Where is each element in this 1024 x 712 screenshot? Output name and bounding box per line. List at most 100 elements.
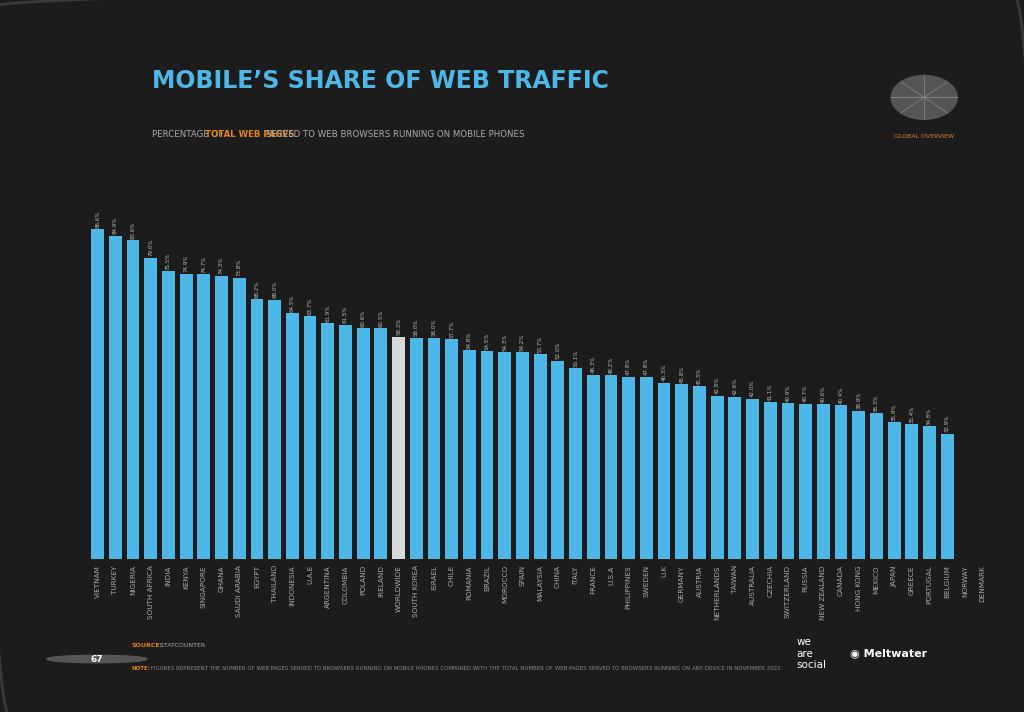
Text: NOTE:: NOTE:	[131, 666, 151, 671]
Bar	[286, 313, 299, 559]
Text: 57.7%: 57.7%	[450, 320, 455, 337]
Text: 58.0%: 58.0%	[414, 319, 419, 337]
Text: 67: 67	[90, 654, 103, 664]
Bar	[817, 404, 829, 559]
Bar	[392, 337, 404, 559]
Text: 73.8%: 73.8%	[237, 259, 242, 276]
Bar	[232, 278, 246, 559]
Bar	[304, 316, 316, 559]
Text: 58.0%: 58.0%	[431, 319, 436, 337]
Text: we
are
social: we are social	[797, 637, 826, 670]
Bar	[463, 350, 476, 559]
Bar	[127, 241, 139, 559]
Text: 75.5%: 75.5%	[166, 253, 171, 270]
Text: 68.2%: 68.2%	[254, 281, 259, 298]
Bar	[711, 396, 724, 559]
Text: 52.0%: 52.0%	[555, 342, 560, 360]
Text: 38.3%: 38.3%	[873, 394, 879, 412]
Bar	[587, 375, 600, 559]
Text: 34.8%: 34.8%	[927, 407, 932, 425]
Text: PERCENTAGE OF: PERCENTAGE OF	[152, 130, 225, 139]
Bar	[870, 413, 883, 559]
Text: 46.3%: 46.3%	[662, 364, 667, 381]
Text: 35.9%: 35.9%	[892, 403, 897, 421]
Text: 60.6%: 60.6%	[360, 309, 366, 327]
Bar	[144, 258, 157, 559]
Bar	[251, 299, 263, 559]
Text: 74.9%: 74.9%	[183, 255, 188, 272]
Bar	[623, 377, 635, 559]
Text: 42.0%: 42.0%	[750, 380, 755, 397]
Bar	[569, 368, 582, 559]
Bar	[445, 339, 458, 559]
Text: 83.6%: 83.6%	[131, 221, 135, 239]
Bar	[888, 422, 900, 559]
Bar	[905, 424, 919, 559]
Text: 54.5%: 54.5%	[484, 333, 489, 350]
Text: 61.9%: 61.9%	[326, 304, 331, 322]
Text: 47.8%: 47.8%	[644, 358, 649, 375]
Text: 40.6%: 40.6%	[821, 385, 826, 403]
Bar	[676, 384, 688, 559]
Bar	[215, 276, 228, 559]
Text: 61.5%: 61.5%	[343, 305, 348, 323]
Text: 54.3%: 54.3%	[502, 333, 507, 350]
Text: 32.9%: 32.9%	[945, 414, 949, 432]
Text: 63.7%: 63.7%	[307, 298, 312, 315]
Bar	[410, 338, 423, 559]
Text: 64.5%: 64.5%	[290, 294, 295, 312]
Bar	[91, 229, 104, 559]
Text: 53.7%: 53.7%	[538, 335, 543, 353]
Text: 45.3%: 45.3%	[697, 367, 702, 385]
Bar	[800, 404, 812, 559]
Bar	[428, 338, 440, 559]
Text: 42.8%: 42.8%	[715, 377, 720, 394]
Bar	[534, 355, 547, 559]
Text: 48.2%: 48.2%	[608, 357, 613, 374]
Text: 42.6%: 42.6%	[732, 378, 737, 395]
Bar	[356, 328, 370, 559]
Text: 54.2%: 54.2%	[520, 333, 525, 351]
Bar	[852, 411, 865, 559]
Bar	[268, 300, 281, 559]
Bar	[552, 361, 564, 559]
Bar	[746, 399, 759, 559]
Bar	[198, 274, 210, 559]
Text: 86.6%: 86.6%	[95, 210, 100, 228]
Bar	[604, 375, 617, 559]
Bar	[499, 352, 511, 559]
Bar	[516, 352, 528, 559]
Bar	[941, 434, 953, 559]
Text: MOBILE’S SHARE OF WEB TRAFFIC: MOBILE’S SHARE OF WEB TRAFFIC	[152, 69, 608, 93]
Text: STATCOUNTER: STATCOUNTER	[159, 643, 206, 648]
Text: GLOBAL OVERVIEW: GLOBAL OVERVIEW	[894, 134, 954, 139]
Bar	[835, 405, 848, 559]
Text: 60.5%: 60.5%	[378, 310, 383, 327]
Text: ◉ Meltwater: ◉ Meltwater	[850, 649, 927, 659]
Text: SERVED TO WEB BROWSERS RUNNING ON MOBILE PHONES: SERVED TO WEB BROWSERS RUNNING ON MOBILE…	[263, 130, 524, 139]
Text: 40.9%: 40.9%	[785, 384, 791, 402]
Text: 79.0%: 79.0%	[148, 239, 154, 256]
Bar	[322, 323, 334, 559]
Bar	[781, 403, 795, 559]
Bar	[162, 271, 175, 559]
Text: 45.8%: 45.8%	[679, 365, 684, 383]
Bar	[924, 426, 936, 559]
Bar	[657, 382, 671, 559]
Circle shape	[891, 75, 957, 120]
Bar	[693, 387, 706, 559]
Text: 35.4%: 35.4%	[909, 405, 914, 422]
Text: 74.7%: 74.7%	[202, 256, 207, 273]
Text: 58.3%: 58.3%	[396, 318, 401, 335]
Text: TOTAL WEB PAGES: TOTAL WEB PAGES	[205, 130, 295, 139]
Bar	[109, 236, 122, 559]
Text: 48.3%: 48.3%	[591, 356, 596, 373]
Text: 40.4%: 40.4%	[839, 386, 844, 404]
Text: 40.7%: 40.7%	[803, 385, 808, 402]
Text: 47.8%: 47.8%	[626, 358, 631, 375]
Text: 2023: 2023	[85, 118, 134, 136]
Text: 68.0%: 68.0%	[272, 281, 278, 298]
Bar	[480, 351, 494, 559]
Text: JAN: JAN	[92, 77, 127, 95]
Text: FIGURES REPRESENT THE NUMBER OF WEB PAGES SERVED TO BROWSERS RUNNING ON MOBILE P: FIGURES REPRESENT THE NUMBER OF WEB PAGE…	[148, 666, 782, 671]
